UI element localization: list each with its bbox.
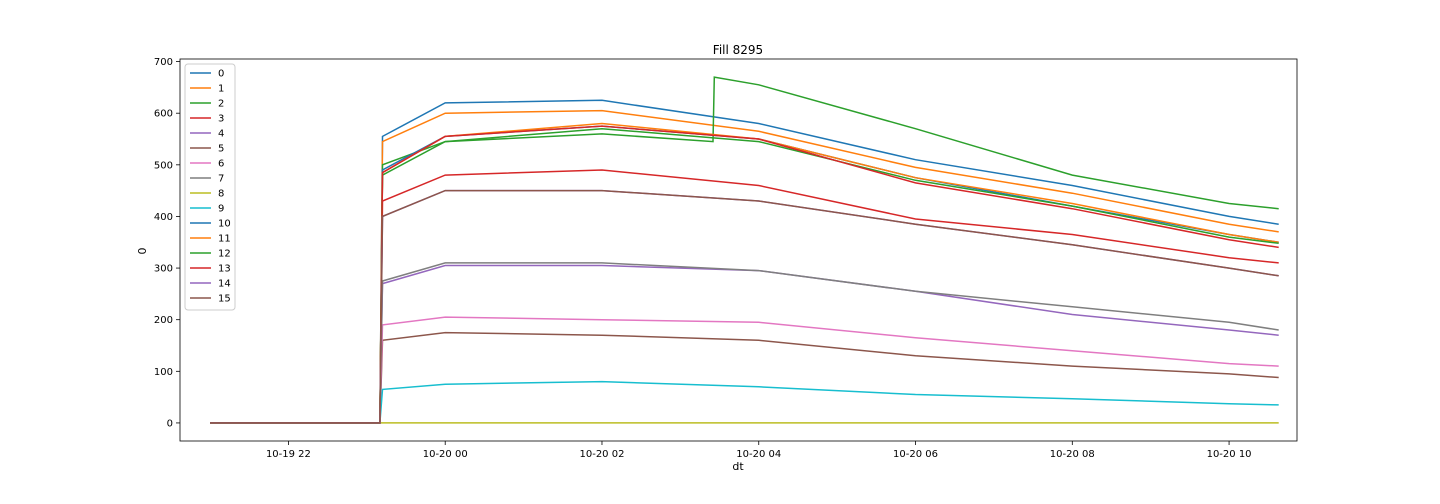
legend-label: 4 bbox=[218, 129, 224, 140]
legend-box bbox=[184, 63, 236, 311]
x-tick-label: 10-20 08 bbox=[1050, 449, 1095, 460]
legend-label: 7 bbox=[218, 174, 224, 185]
x-tick-label: 10-20 06 bbox=[893, 449, 938, 460]
legend-label: 12 bbox=[218, 249, 231, 260]
legend-label: 1 bbox=[218, 84, 224, 95]
series-line-1 bbox=[210, 109, 1279, 424]
x-tick-label: 10-20 02 bbox=[579, 449, 624, 460]
legend-label: 15 bbox=[218, 294, 231, 305]
legend-label: 2 bbox=[218, 99, 224, 110]
legend-label: 0 bbox=[218, 69, 224, 80]
legend-label: 14 bbox=[218, 279, 231, 290]
series-line-13 bbox=[210, 125, 1279, 424]
series-line-0 bbox=[210, 99, 1279, 424]
y-axis-label: 0 bbox=[136, 248, 149, 255]
legend-label: 3 bbox=[218, 114, 224, 125]
x-axis-label: dt bbox=[732, 460, 744, 473]
y-tick-label: 100 bbox=[154, 367, 173, 378]
series-line-11 bbox=[210, 122, 1279, 424]
y-tick-label: 300 bbox=[154, 264, 173, 275]
x-tick-label: 10-20 04 bbox=[736, 449, 781, 460]
y-tick-label: 0 bbox=[167, 418, 173, 429]
x-tick-label: 10-20 10 bbox=[1207, 449, 1252, 460]
chart-title: Fill 8295 bbox=[713, 43, 763, 57]
y-tick-label: 700 bbox=[154, 57, 173, 68]
series-line-10 bbox=[210, 125, 1279, 424]
legend-label: 9 bbox=[218, 204, 224, 215]
x-axis-ticks: 10-19 22 10-20 00 10-20 02 10-20 04 10-20 06… bbox=[266, 441, 1252, 460]
series-line-3 bbox=[210, 169, 1279, 424]
legend-label: 6 bbox=[218, 159, 224, 170]
series-line-9 bbox=[210, 380, 1279, 424]
y-tick-label: 500 bbox=[154, 160, 173, 171]
series-line-12 bbox=[210, 127, 1279, 424]
legend-label: 11 bbox=[218, 234, 231, 245]
x-tick-label: 10-19 22 bbox=[266, 449, 311, 460]
y-tick-label: 400 bbox=[154, 212, 173, 223]
series-line-7 bbox=[210, 262, 1279, 424]
series-line-14 bbox=[210, 189, 1279, 424]
legend-label: 13 bbox=[218, 264, 231, 275]
series-line-6 bbox=[210, 316, 1279, 424]
y-tick-label: 600 bbox=[154, 109, 173, 120]
series-layer bbox=[210, 76, 1279, 424]
legend-label: 10 bbox=[218, 219, 231, 230]
legend-label: 5 bbox=[218, 144, 224, 155]
series-line-5 bbox=[210, 331, 1279, 424]
legend-label: 8 bbox=[218, 189, 224, 200]
y-axis-ticks: 0 100 200 300 400 500 600 700 bbox=[154, 57, 180, 429]
y-tick-label: 200 bbox=[154, 315, 173, 326]
series-line-4 bbox=[210, 264, 1279, 424]
plot-frame bbox=[179, 58, 1298, 442]
series-line-15 bbox=[210, 189, 1279, 424]
x-tick-label: 10-20 00 bbox=[423, 449, 468, 460]
